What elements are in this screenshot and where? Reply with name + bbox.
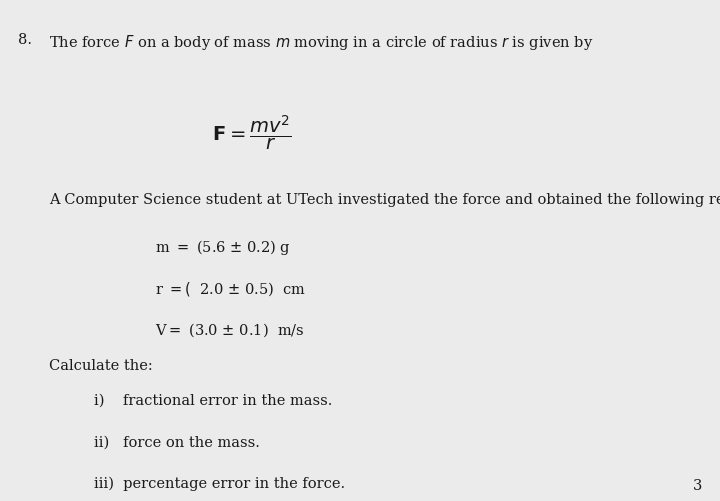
Text: V$=$ (3.0 $\pm$ 0.1)  m/s: V$=$ (3.0 $\pm$ 0.1) m/s [155,321,305,339]
Text: i)    fractional error in the mass.: i) fractional error in the mass. [94,393,332,407]
Text: ii)   force on the mass.: ii) force on the mass. [94,434,259,448]
Text: 3: 3 [693,478,702,492]
Text: $\mathbf{F} = \dfrac{\mathit{mv}^2}{\mathit{r}}$: $\mathbf{F} = \dfrac{\mathit{mv}^2}{\mat… [212,113,292,152]
Text: The force $\boldsymbol{\mathit{F}}$ on a body of mass $\boldsymbol{\mathit{m}}$ : The force $\boldsymbol{\mathit{F}}$ on a… [49,33,593,52]
Text: Calculate the:: Calculate the: [49,358,153,372]
Text: A Computer Science student at UTech investigated the force and obtained the foll: A Computer Science student at UTech inve… [49,193,720,207]
Text: m $=$ (5.6 $\pm$ 0.2) g: m $=$ (5.6 $\pm$ 0.2) g [155,238,291,257]
Text: r $=($  2.0 $\pm$ 0.5)  cm: r $=($ 2.0 $\pm$ 0.5) cm [155,280,306,298]
Text: iii)  percentage error in the force.: iii) percentage error in the force. [94,475,345,490]
Text: 8.: 8. [18,33,32,47]
